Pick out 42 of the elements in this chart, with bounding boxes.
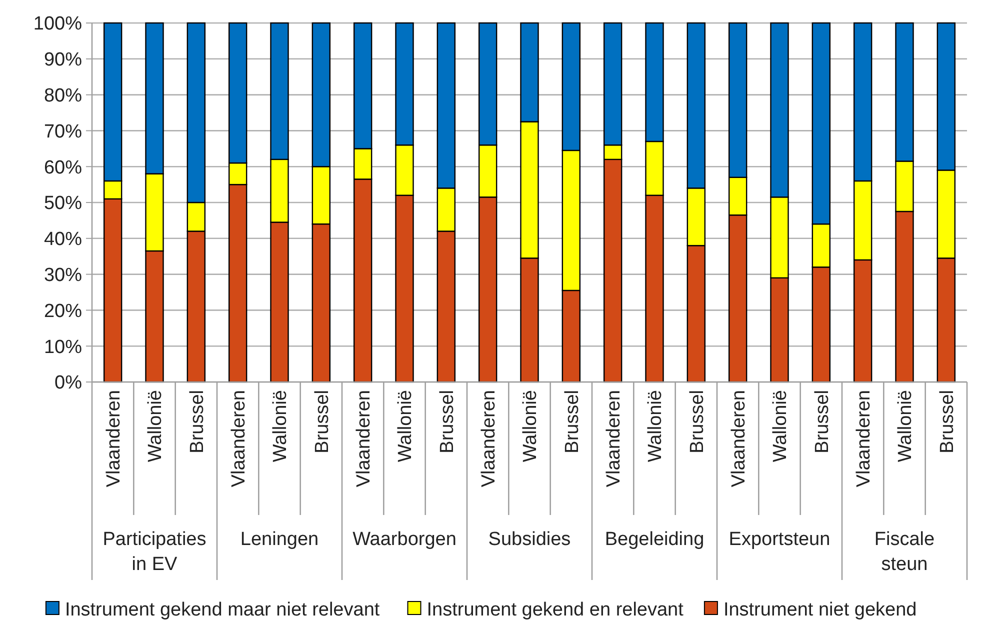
legend-label: Instrument gekend maar niet relevant	[64, 600, 380, 621]
y-tick-label: 60%	[44, 157, 82, 178]
y-tick-label: 80%	[44, 85, 82, 106]
legend-label: Instrument gekend en relevant	[426, 600, 684, 621]
y-tick-label: 90%	[44, 50, 82, 71]
y-tick-label: 30%	[44, 264, 82, 286]
x-tick-label: Brussel	[312, 390, 333, 454]
text: Fiscale steun	[874, 529, 935, 575]
text: Exportsteun	[728, 529, 830, 550]
y-tick-label: 40%	[44, 229, 82, 250]
y-tick-label: 0%	[54, 372, 82, 394]
text: Participaties in EV	[102, 529, 206, 575]
x-tick-label: Vlaanderen	[603, 390, 624, 488]
y-tick-label: 70%	[44, 121, 82, 142]
x-tick-label: Brussel	[436, 390, 458, 454]
x-tick-label: Vlaanderen	[478, 390, 500, 488]
x-tick-label: Wallonië	[145, 390, 166, 462]
x-tick-label: Vlaanderen	[228, 390, 250, 488]
x-tick-label: Vlaanderen	[103, 390, 124, 488]
x-tick-label: Wallonië	[770, 390, 792, 462]
x-tick-label: Wallonië	[645, 390, 666, 462]
x-tick-label: Vlaanderen	[728, 390, 750, 488]
text: Waarborgen	[352, 529, 456, 550]
y-tick-label: 50%	[44, 193, 82, 214]
text: Begeleiding	[604, 529, 704, 550]
x-tick-label: Brussel	[186, 390, 208, 454]
x-tick-label: Wallonië	[520, 390, 542, 462]
x-tick-label: Wallonië	[395, 390, 416, 462]
x-tick-label: Brussel	[812, 390, 833, 454]
text: Subsidies	[488, 529, 571, 550]
x-tick-label: Brussel	[936, 390, 958, 454]
y-tick-label: 100%	[33, 14, 82, 35]
y-tick-label: 20%	[44, 300, 82, 322]
x-tick-label: Brussel	[562, 390, 583, 454]
x-tick-label: Vlaanderen	[353, 390, 374, 488]
x-tick-label: Wallonië	[270, 390, 292, 462]
legend-label: Instrument niet gekend	[723, 600, 917, 621]
x-tick-label: Brussel	[686, 390, 708, 454]
y-tick-label: 10%	[44, 336, 82, 358]
x-tick-label: Wallonië	[895, 390, 916, 462]
text: Leningen	[240, 529, 319, 550]
x-tick-label: Vlaanderen	[853, 390, 874, 488]
